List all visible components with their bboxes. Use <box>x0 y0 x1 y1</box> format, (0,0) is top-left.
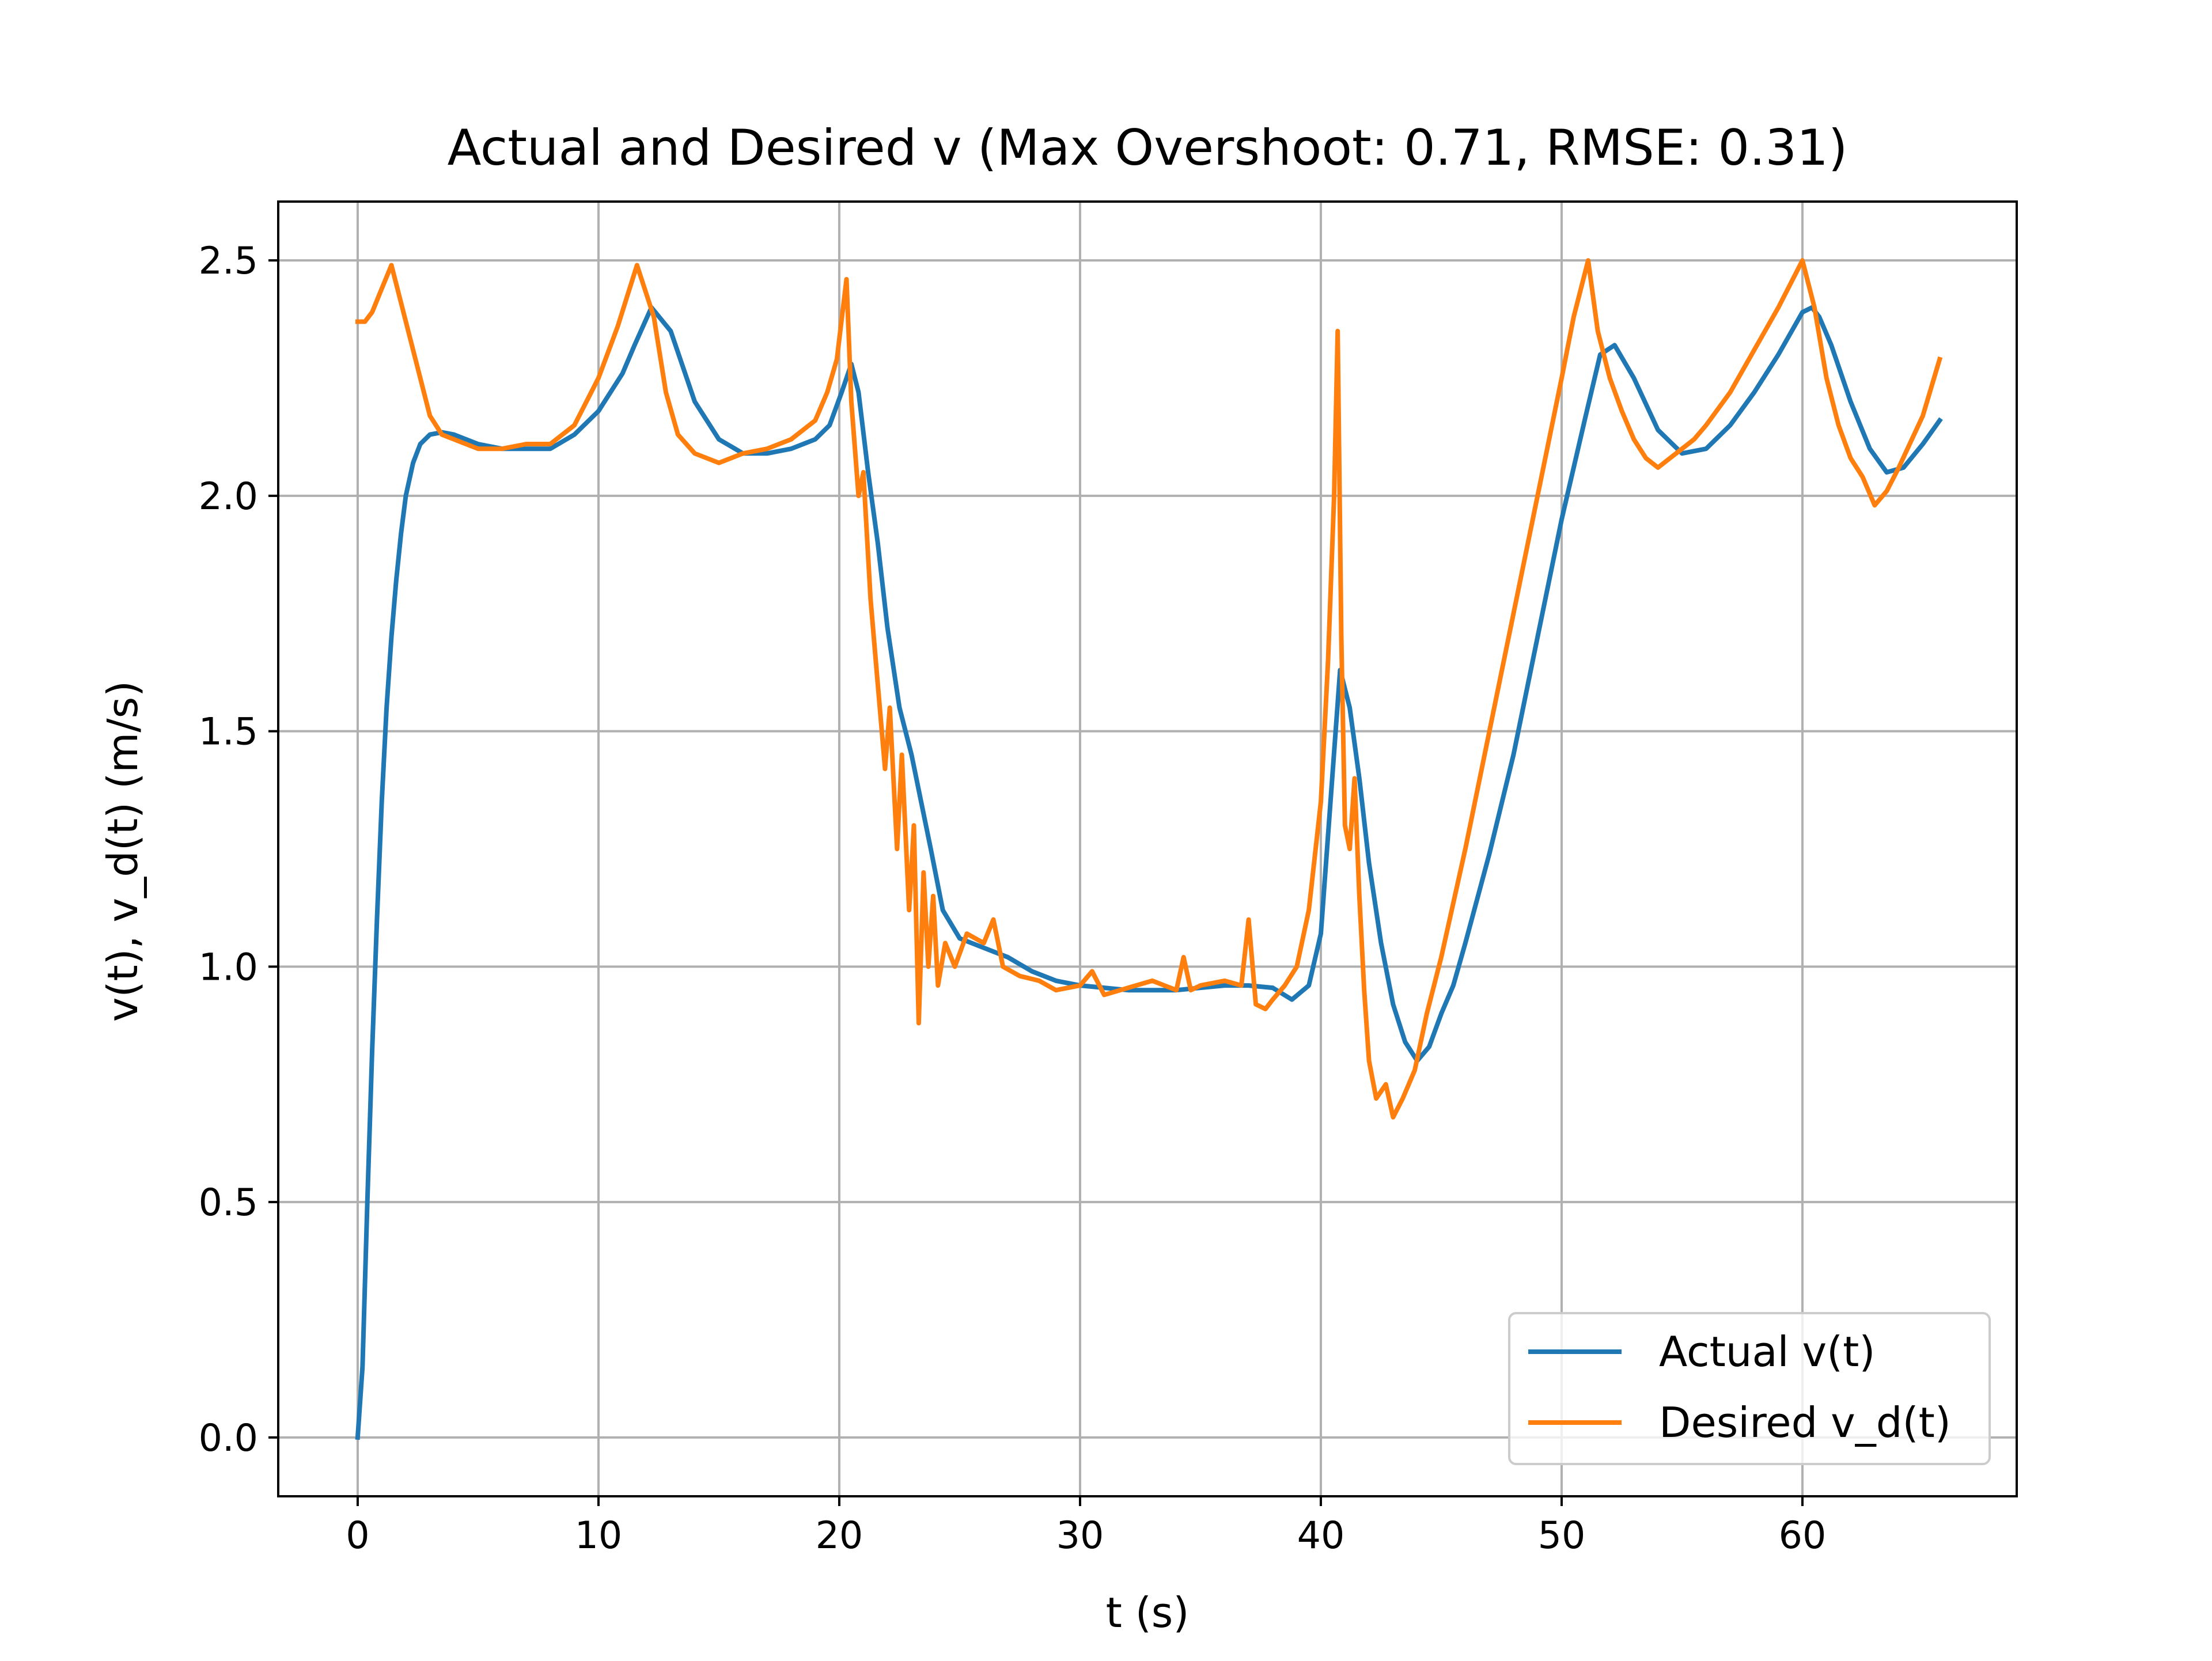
x-tick-label: 0 <box>346 1514 369 1557</box>
series-line-desired <box>355 258 1943 1120</box>
y-tick-label: 1.5 <box>199 711 258 754</box>
axis-ticks: 0 10 20 30 40 50 60 0.0 0.5 1.0 1.5 2.0 2.5 <box>199 240 1827 1557</box>
x-tick-label: 40 <box>1297 1514 1345 1557</box>
legend-box <box>1508 1312 1991 1465</box>
chart-title: Actual and Desired v (Max Overshoot: 0.7… <box>448 119 1848 177</box>
y-tick-label: 0.0 <box>199 1417 258 1460</box>
legend: Actual v(t) Desired v_d(t) <box>1508 1312 1991 1465</box>
legend-label-actual: Actual v(t) <box>1659 1328 1875 1376</box>
legend-label-desired: Desired v_d(t) <box>1659 1398 1951 1447</box>
y-tick-label: 1.0 <box>199 946 258 989</box>
x-axis-label: t (s) <box>1106 1588 1190 1637</box>
y-tick-label: 0.5 <box>199 1181 258 1224</box>
x-tick-label: 10 <box>575 1514 623 1557</box>
y-axis-label: v(t), v_d(t) (m/s) <box>99 681 147 1022</box>
x-tick-label: 30 <box>1056 1514 1104 1557</box>
plot-frame <box>277 200 2018 1497</box>
x-tick-label: 20 <box>816 1514 863 1557</box>
y-tick-label: 2.0 <box>199 475 258 518</box>
grid <box>278 202 2017 1496</box>
series-lines <box>355 258 1943 1440</box>
y-tick-label: 2.5 <box>199 240 258 283</box>
x-tick-label: 60 <box>1779 1514 1827 1557</box>
x-tick-label: 50 <box>1538 1514 1586 1557</box>
series-line-actual <box>355 305 1943 1440</box>
